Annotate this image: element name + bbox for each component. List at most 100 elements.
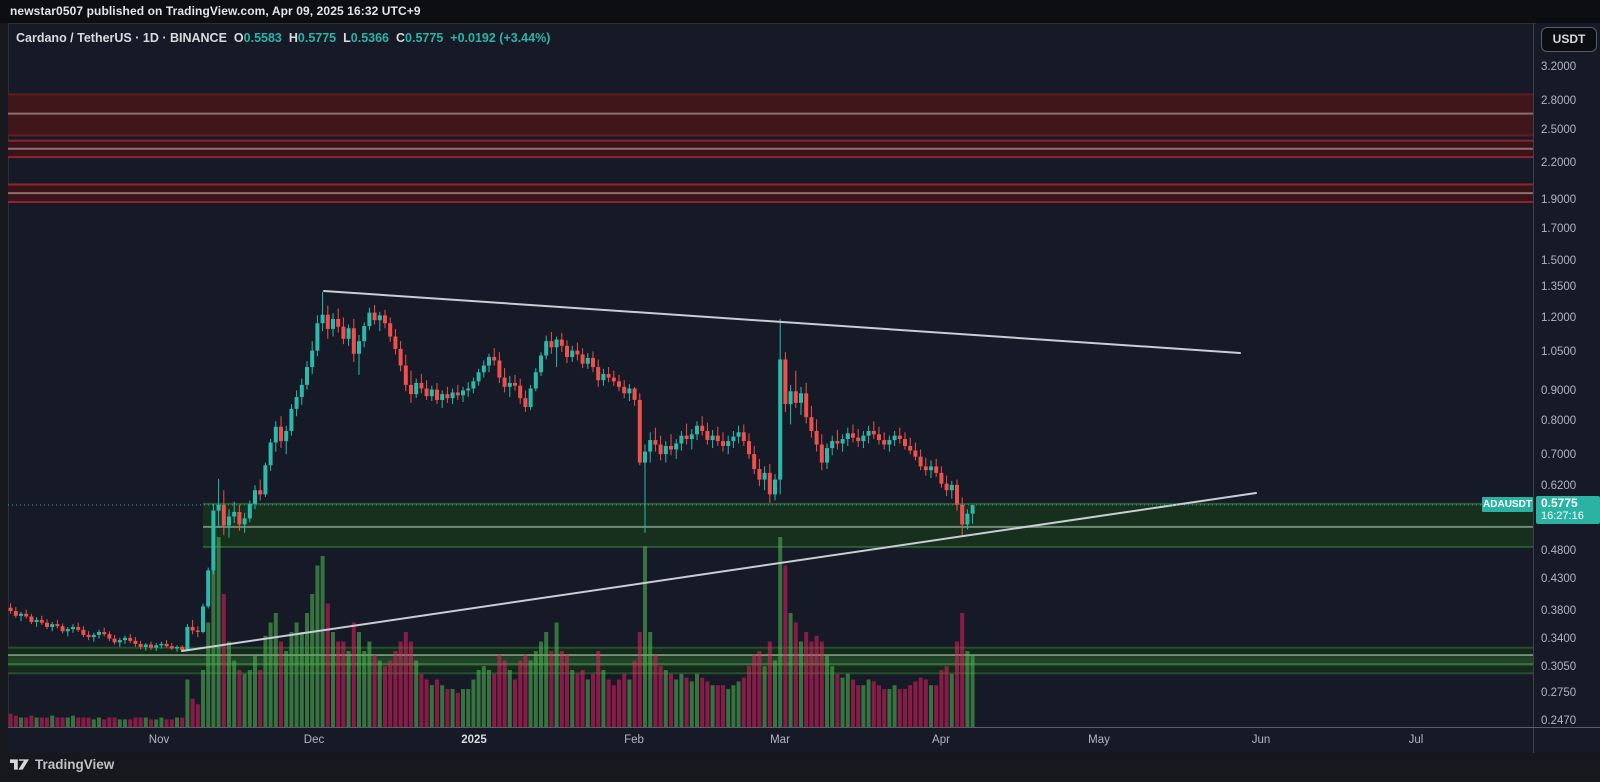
volume-bar [513, 679, 517, 727]
price-axis-label: 1.3500 [1541, 281, 1577, 294]
candle-body [195, 630, 200, 632]
volume-bar [653, 654, 658, 727]
volume-bar [159, 717, 164, 727]
candle-body [705, 430, 710, 441]
candle-body [414, 382, 419, 395]
volume-bar [289, 632, 294, 727]
candle-body [242, 518, 247, 525]
candlestick-chart-canvas[interactable] [8, 23, 1533, 753]
candle-body [934, 466, 939, 473]
volume-bar [128, 719, 133, 727]
candle-body [289, 408, 294, 431]
volume-bar [502, 660, 507, 727]
last-price-axis-tag: 0.5775 16:27:16 [1536, 496, 1600, 524]
time-axis-label: 2025 [461, 734, 487, 746]
candle-body [45, 622, 49, 627]
volume-bar [637, 632, 642, 727]
time-axis-label: Mar [770, 734, 790, 746]
price-axis-label: 0.9000 [1541, 384, 1577, 397]
volume-bar [481, 666, 486, 727]
price-axis-label: 3.2000 [1541, 61, 1577, 74]
volume-bar [611, 685, 616, 727]
volume-bar [903, 689, 907, 727]
candle-body [253, 490, 257, 504]
volume-bar [112, 717, 117, 727]
volume-bar [409, 641, 413, 727]
volume-bar [232, 660, 237, 727]
volume-bar [50, 715, 55, 727]
volume-bar [726, 689, 731, 727]
candle-body [632, 388, 637, 400]
volume-bar [268, 622, 273, 727]
volume-bar [793, 622, 798, 727]
trendline [323, 290, 1241, 354]
volume-bar [518, 660, 523, 727]
volume-bar [929, 685, 933, 727]
tradingview-brand-text: TradingView [35, 757, 115, 772]
price-axis[interactable]: 3.2000 2.8000 2.5000 2.2000 1.9000 1.7000 1.50… [1536, 23, 1600, 727]
volume-bar [76, 717, 81, 727]
volume-bar [819, 641, 824, 727]
volume-bar [814, 635, 819, 727]
volume-bar [107, 717, 112, 727]
volume-bar [851, 679, 855, 727]
candle-body [903, 439, 907, 446]
volume-bar [429, 685, 434, 727]
volume-bar [622, 673, 627, 727]
price-axis-label: 0.2750 [1541, 687, 1577, 700]
volume-bar [450, 689, 455, 727]
volume-bar [263, 635, 268, 727]
volume-bar [892, 685, 897, 727]
volume-bar [97, 717, 101, 727]
candle-body [445, 394, 450, 399]
time-axis-label: Nov [148, 734, 170, 746]
candle-body [721, 441, 725, 446]
candle-body [507, 382, 512, 387]
volume-bar [856, 685, 861, 727]
candle-body [695, 425, 699, 435]
candle-body [565, 345, 569, 357]
price-axis-label: 0.3050 [1541, 660, 1577, 673]
volume-bar [45, 717, 49, 727]
volume-bar [908, 685, 913, 727]
tradingview-brand-link[interactable]: TradingView [10, 757, 114, 772]
currency-toggle-button[interactable]: USDT [1541, 27, 1597, 52]
candle-body [923, 466, 928, 471]
time-axis[interactable]: Nov Dec 2025 Feb Mar Apr May Jun Jul [8, 728, 1600, 753]
volume-bar [689, 681, 694, 727]
candle-body [617, 381, 621, 387]
price-axis-label: 1.5000 [1541, 254, 1577, 267]
volume-bar [554, 622, 559, 727]
candle-body [804, 393, 809, 418]
volume-bar [34, 717, 39, 727]
price-chart-pane[interactable] [8, 23, 1533, 753]
volume-bar [741, 677, 746, 727]
volume-bar [393, 651, 398, 727]
volume-bar [731, 685, 736, 727]
candle-body [325, 314, 330, 329]
zone-edge [8, 93, 1533, 96]
volume-bar [445, 689, 450, 727]
candle-body [91, 634, 96, 638]
volume-bar [164, 719, 169, 727]
volume-bar [762, 666, 767, 727]
time-axis-label: Jul [1408, 734, 1424, 746]
candle-body [435, 389, 439, 400]
volume-bar [757, 651, 762, 727]
candle-body [388, 323, 393, 337]
candle-body [362, 326, 367, 342]
candle-body [882, 440, 887, 445]
candle-body [502, 377, 507, 387]
volume-bar [357, 632, 361, 727]
candle-body [783, 359, 788, 405]
candle-body [929, 466, 933, 471]
volume-bar [440, 685, 445, 727]
candle-body [533, 372, 538, 389]
volume-bar [185, 679, 190, 727]
candle-body [279, 426, 283, 442]
volume-bar [648, 632, 653, 727]
volume-bar [663, 670, 668, 727]
volume-bar [606, 679, 611, 727]
candle-body [851, 433, 855, 438]
volume-bar [471, 679, 476, 727]
